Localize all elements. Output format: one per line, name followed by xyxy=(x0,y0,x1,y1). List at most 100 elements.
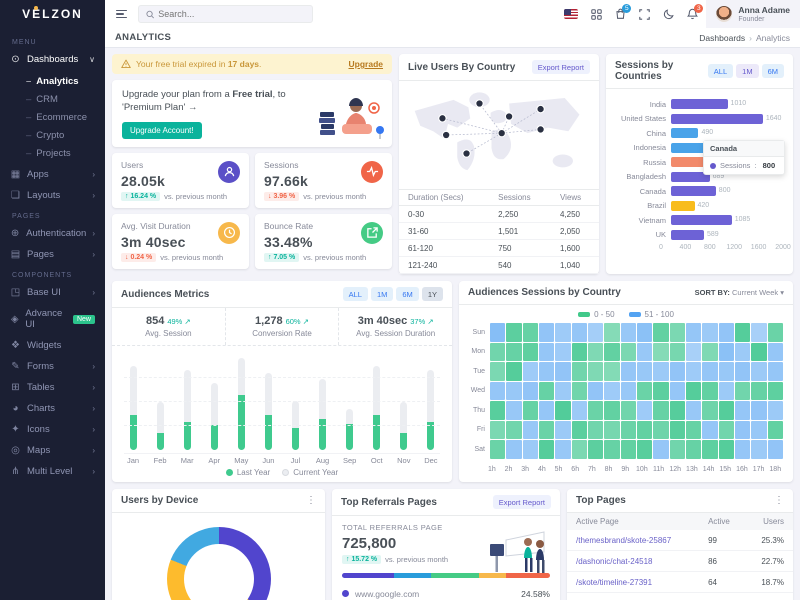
breadcrumb-item-dashboards[interactable]: Dashboards xyxy=(699,32,746,43)
range-button-1m[interactable]: 1M xyxy=(736,64,759,78)
sidebar-item-tables[interactable]: ⊞ Tables › xyxy=(0,377,105,398)
user-menu[interactable]: Anna Adame Founder xyxy=(706,0,800,28)
page-link[interactable]: /dashonic/chat-24518 xyxy=(567,550,700,572)
sidebar-item-maps[interactable]: ◎ Maps › xyxy=(0,440,105,461)
heatmap-grid: Sun Mon Tue Wed Thu Fri Sat xyxy=(459,321,793,464)
heatmap-cell xyxy=(604,342,620,361)
referrals-list: www.google.com24.58%www.youtube.com17.51… xyxy=(342,585,550,600)
heatmap-cell xyxy=(669,323,685,342)
sidebar-item-base-ui[interactable]: ◳ Base UI › xyxy=(0,282,105,303)
table-cell: 61-120 xyxy=(399,239,490,257)
hamburger-icon[interactable] xyxy=(113,7,130,22)
page-link[interactable]: /skote/timeline-27391 xyxy=(567,571,700,593)
bar-track: 800 xyxy=(671,186,783,197)
heatmap-y-label: Sun xyxy=(472,328,485,336)
current-year-segment xyxy=(427,369,435,423)
notifications-bell-icon[interactable]: 3 xyxy=(687,4,704,20)
page-link[interactable]: /themesbrand/skote-25867 xyxy=(567,530,700,551)
apps-grid-icon[interactable] xyxy=(591,8,603,20)
language-flag-icon[interactable] xyxy=(564,9,579,19)
bar-row: India 1010 xyxy=(616,97,783,112)
heatmap-cell xyxy=(587,323,604,342)
stack-column xyxy=(286,400,304,450)
heatmap-cell xyxy=(767,323,783,342)
stat-delta-badge: ↓ 3.96 % xyxy=(264,191,300,201)
sidebar-item-dashboards[interactable]: ⊙ Dashboards ∨ xyxy=(0,49,105,70)
brand-logo[interactable]: VELZON xyxy=(0,0,105,28)
sidebar-item-icons[interactable]: ✦ Icons › xyxy=(0,419,105,440)
sidebar-subitem-ecommerce[interactable]: Ecommerce xyxy=(26,108,105,126)
sidebar-subitem-analytics[interactable]: Analytics xyxy=(26,72,105,90)
current-year-segment xyxy=(319,378,327,420)
heatmap-cell xyxy=(751,381,767,400)
stack-bar xyxy=(400,402,408,450)
heatmap-x-label: 13h xyxy=(686,465,698,473)
heatmap-cell xyxy=(522,420,538,439)
export-report-button[interactable]: Export Report xyxy=(531,60,590,74)
heatmap-cell xyxy=(653,440,669,459)
bar xyxy=(671,229,704,240)
sidebar-item-layouts[interactable]: ❏ Layouts › xyxy=(0,185,105,206)
heatmap-cell xyxy=(571,440,587,459)
sidebar-subitem-crypto[interactable]: Crypto xyxy=(26,126,105,144)
stat-label: Users xyxy=(121,159,144,170)
sidebar-item-pages[interactable]: ▤ Pages › xyxy=(0,244,105,265)
range-button-1y[interactable]: 1Y xyxy=(421,287,443,301)
fullscreen-icon[interactable] xyxy=(639,8,651,20)
cart-icon[interactable]: 5 xyxy=(615,4,632,20)
bar-value: 1640 xyxy=(765,114,782,122)
sessions-x-axis: 0 400 800 1200 1600 2000 xyxy=(659,244,791,255)
range-button-all[interactable]: ALL xyxy=(342,287,368,301)
alert-bold: 17 days xyxy=(227,59,260,69)
table-cell: 1,040 xyxy=(550,256,599,274)
page-link[interactable]: /themesbrand/minia-26441 xyxy=(567,592,700,600)
heatmap-row: Tue xyxy=(469,362,783,381)
dark-mode-moon-icon[interactable] xyxy=(663,8,675,20)
bar-row: Vietnam 1085 xyxy=(616,213,783,228)
sidebar-subitem-crm[interactable]: CRM xyxy=(26,90,105,108)
stat-card-avg-visit-duration: Avg. Visit Duration 3m 40sec ↓ 0.24 % vs. p… xyxy=(112,213,249,269)
sidebar-item-advance-ui[interactable]: ◈ Advance UI New xyxy=(0,303,105,335)
sidebar-item-forms[interactable]: ✎ Forms › xyxy=(0,356,105,377)
search-input[interactable] xyxy=(158,9,305,19)
heatmap-cell xyxy=(636,323,653,342)
heatmap-cell xyxy=(490,342,506,361)
heatmap-x-label: 2h xyxy=(504,465,513,473)
trial-alert: Your free trial expired in 17 days. Upgr… xyxy=(112,54,392,74)
month-label: Sep xyxy=(342,456,357,465)
audiences-stat-top: 1,278 60% ↗ xyxy=(230,315,335,327)
sidebar-item-authentication[interactable]: ⊕ Authentication › xyxy=(0,223,105,244)
sidebar-subitem-projects[interactable]: Projects xyxy=(26,144,105,162)
heatmap-y-label: Tue xyxy=(473,367,485,375)
range-button-all[interactable]: ALL xyxy=(707,64,734,78)
heatmap-cell xyxy=(620,440,636,459)
range-button-6m[interactable]: 6M xyxy=(761,64,784,78)
sort-by-dropdown[interactable]: SORT BY: Current Week ▾ xyxy=(694,288,784,297)
upgrade-link[interactable]: Upgrade xyxy=(348,59,383,69)
breadcrumb-item-analytics[interactable]: Analytics xyxy=(755,32,790,43)
current-year-segment xyxy=(129,365,137,416)
heatmap-cell xyxy=(734,420,751,439)
chevron-right-icon: › xyxy=(92,383,95,392)
sidebar-item-apps[interactable]: ▦ Apps › xyxy=(0,164,105,185)
sidebar-item-label: Forms xyxy=(27,361,54,372)
range-button-6m[interactable]: 6M xyxy=(396,287,419,301)
sidebar-item-multi-level[interactable]: ⋔ Multi Level › xyxy=(0,461,105,482)
progress-segment xyxy=(506,573,550,578)
current-year-segment xyxy=(210,382,218,425)
user-name: Anna Adame xyxy=(738,5,790,16)
kebab-menu-icon-2[interactable]: ⋮ xyxy=(774,494,784,506)
upgrade-account-button[interactable]: Upgrade Account! xyxy=(122,121,202,139)
heatmap-y-label: Sat xyxy=(474,445,485,453)
range-button-1m[interactable]: 1M xyxy=(370,287,394,301)
referral-row[interactable]: www.google.com 24.58% xyxy=(342,585,550,600)
heatmap-cell xyxy=(587,440,604,459)
bar xyxy=(671,171,710,182)
export-report-button-2[interactable]: Export Report xyxy=(492,495,551,509)
bar xyxy=(671,186,716,197)
kebab-menu-icon[interactable]: ⋮ xyxy=(306,494,316,506)
sidebar-item-charts[interactable]: ◕ Charts › xyxy=(0,398,105,419)
heatmap-cell xyxy=(538,401,555,420)
sidebar-item-widgets[interactable]: ❖ Widgets xyxy=(0,335,105,356)
table-cell: 540 xyxy=(489,256,551,274)
